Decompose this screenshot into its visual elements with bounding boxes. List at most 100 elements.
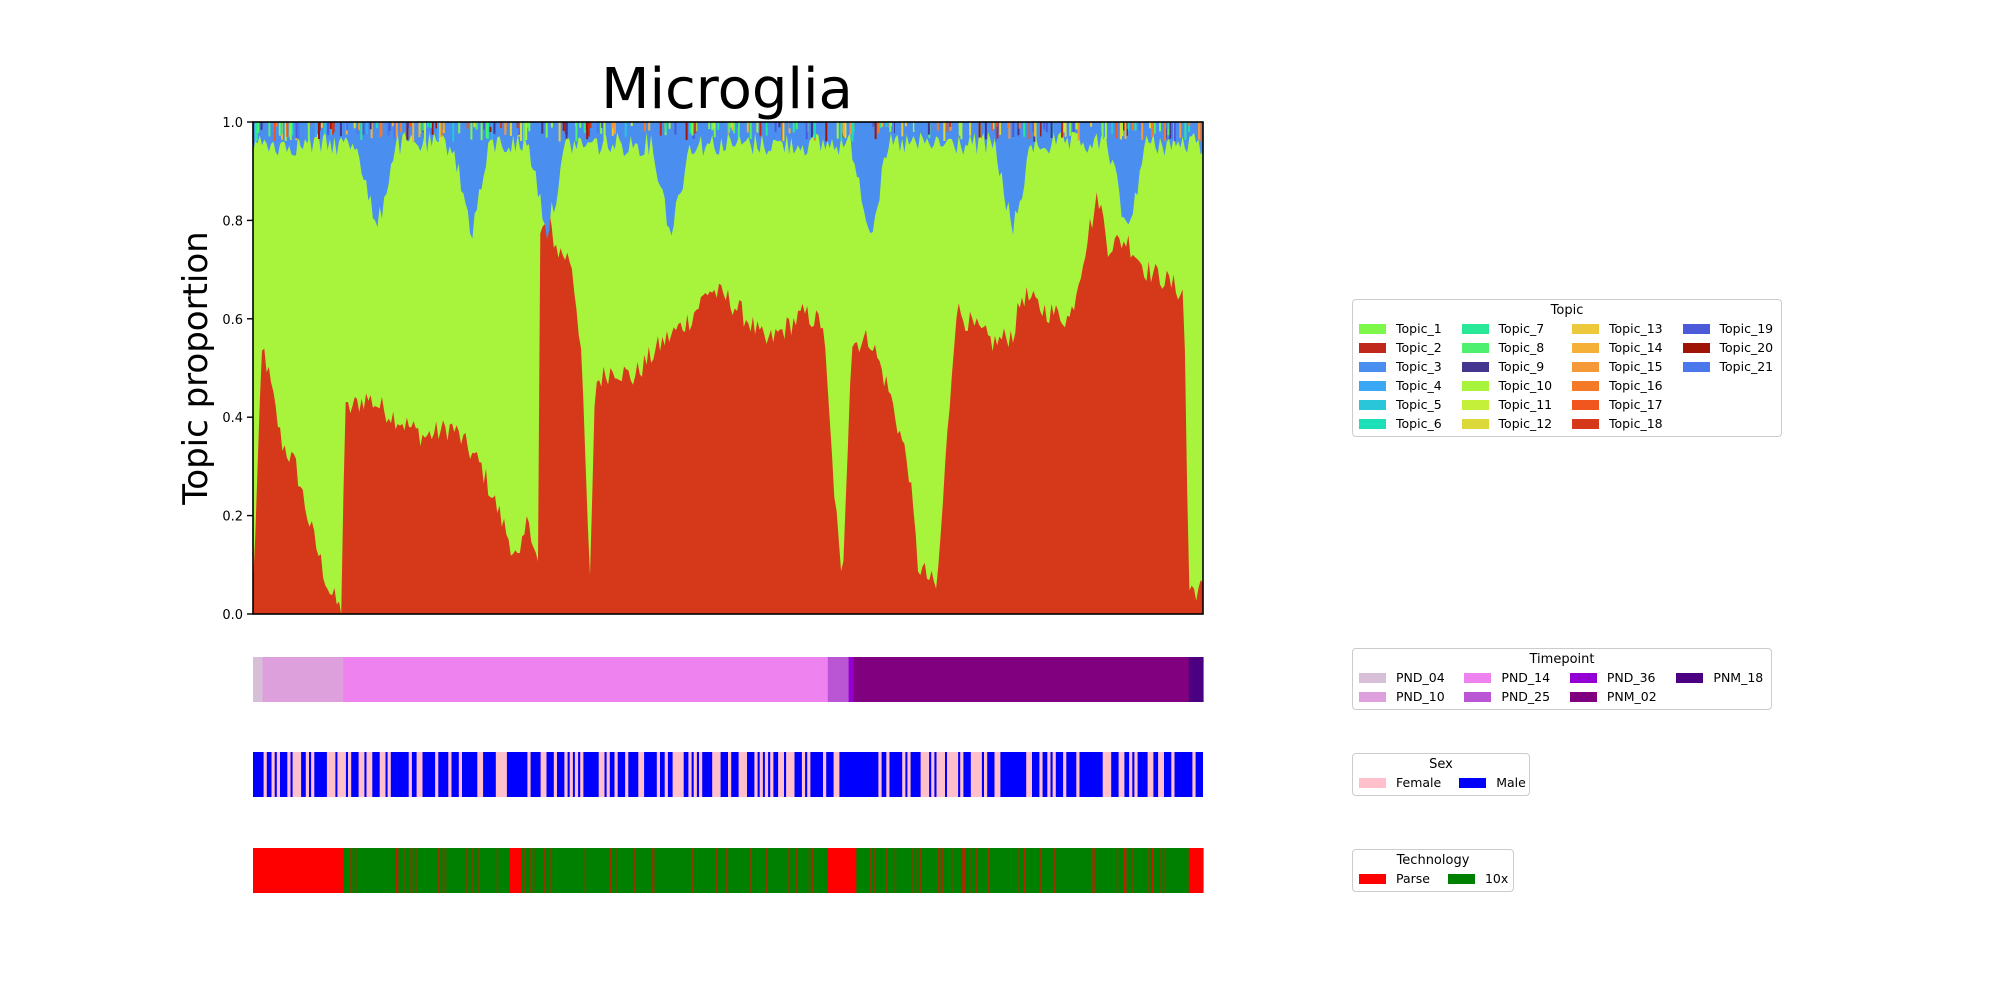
topic-sliver: [813, 122, 816, 139]
sex-stripe-female: [960, 752, 964, 797]
technology-stripe-parse: [466, 848, 468, 893]
technology-stripe-parse: [894, 848, 897, 893]
sex-track: [253, 752, 1203, 797]
topic-sliver: [524, 122, 527, 139]
topic-sliver: [1111, 122, 1114, 135]
technology-stripe-parse: [633, 848, 636, 893]
sex-stripe-female: [501, 752, 505, 797]
technology-stripe-parse: [962, 848, 964, 893]
y-tick-label: 0.4: [222, 411, 243, 426]
topic-sliver: [289, 122, 292, 140]
topic-sliver: [268, 122, 271, 137]
sex-stripe-female: [920, 752, 924, 797]
topic-sliver: [630, 122, 633, 126]
topic-sliver: [874, 122, 877, 140]
sex-stripe-female: [448, 752, 452, 797]
technology-stripe-parse: [652, 848, 654, 893]
stacked-area-plot: [253, 122, 1203, 614]
track-segment: [521, 848, 829, 893]
sex-stripe-female: [625, 752, 629, 797]
topic-area-minor-topics: [254, 122, 1201, 142]
topic-sliver: [749, 122, 752, 140]
technology-legend-item: 10x: [1447, 870, 1508, 887]
sex-stripe-female: [361, 752, 365, 797]
sex-stripe-female: [672, 752, 676, 797]
topic-sliver: [307, 122, 310, 142]
topic-sliver: [489, 122, 492, 127]
topic-sliver: [844, 122, 847, 139]
sex-stripe-female: [677, 752, 682, 797]
sex-stripe-female: [580, 752, 584, 797]
legend-swatch: [1572, 399, 1600, 410]
sex-stripe-female: [973, 752, 977, 797]
topic-sliver: [1184, 122, 1187, 140]
sex-stripe-female: [1134, 752, 1138, 797]
topic-sliver: [901, 122, 904, 137]
legend-swatch: [1359, 323, 1386, 334]
legend-swatch: [1572, 361, 1600, 372]
topic-sliver: [728, 122, 731, 133]
topic-sliver: [541, 122, 544, 134]
sex-stripe-female: [807, 752, 811, 797]
sex-stripe-female: [540, 752, 544, 797]
topic-sliver: [1124, 122, 1127, 139]
legend-label: Topic_19: [1719, 321, 1774, 336]
topic-sliver: [388, 122, 391, 132]
legend-swatch: [1461, 323, 1489, 334]
topic-sliver: [689, 122, 692, 134]
topic-sliver: [1042, 122, 1045, 130]
topic-sliver: [1121, 122, 1124, 137]
topic-sliver: [691, 122, 694, 136]
technology-stripe-parse: [442, 848, 445, 893]
technology-stripe-parse: [395, 848, 398, 893]
topic-legend-item: Topic_17: [1572, 396, 1664, 413]
topic-sliver: [1040, 122, 1043, 137]
topic-sliver: [466, 122, 469, 129]
topic-sliver: [840, 122, 843, 141]
topic-sliver: [717, 122, 720, 130]
topic-sliver: [1001, 122, 1004, 140]
sex-stripe-female: [741, 752, 745, 797]
topic-legend-item: Topic_6: [1359, 415, 1444, 432]
sex-stripe-female: [680, 752, 684, 797]
track-segment: [827, 848, 857, 893]
topic-sliver: [692, 122, 695, 139]
topic-sliver: [545, 122, 548, 138]
sex-stripe-female: [984, 752, 988, 797]
legend-swatch: [1359, 380, 1386, 391]
topic-sliver: [1033, 122, 1036, 137]
topic-sliver: [412, 122, 415, 142]
sex-stripe-female: [902, 752, 906, 797]
sex-stripe-female: [276, 752, 280, 797]
sex-stripe-female: [1118, 752, 1122, 797]
topic-sliver: [1075, 122, 1078, 130]
sex-stripe-female: [1192, 752, 1196, 797]
topic-sliver: [254, 122, 257, 141]
topic-sliver: [1164, 122, 1167, 142]
track-segment: [253, 848, 344, 893]
legend-swatch: [1359, 691, 1386, 702]
sex-stripe-female: [997, 752, 1001, 797]
sex-stripe-female: [952, 752, 956, 797]
technology-stripe-parse: [886, 848, 888, 893]
legend-label: PNM_18: [1713, 670, 1764, 685]
topic-sliver: [836, 122, 839, 139]
legend-swatch: [1464, 691, 1492, 702]
topic-sliver: [320, 122, 323, 128]
sex-stripe-female: [348, 752, 352, 797]
technology-track: [253, 848, 1204, 893]
technology-stripe-parse: [350, 848, 352, 893]
technology-stripe-parse: [403, 848, 405, 893]
topic-sliver: [872, 122, 875, 127]
technology-stripe-parse: [437, 848, 440, 893]
sex-stripe-female: [263, 752, 267, 797]
technology-stripe-parse: [543, 848, 546, 893]
technology-stripe-parse: [811, 848, 814, 893]
topic-sliver: [1077, 122, 1080, 141]
topic-sliver: [782, 122, 785, 142]
track-segment: [827, 657, 850, 702]
sex-stripe-female: [435, 752, 439, 797]
technology-stripe-parse: [937, 848, 940, 893]
sex-stripe-female: [770, 752, 774, 797]
topic-sliver: [1171, 122, 1174, 138]
